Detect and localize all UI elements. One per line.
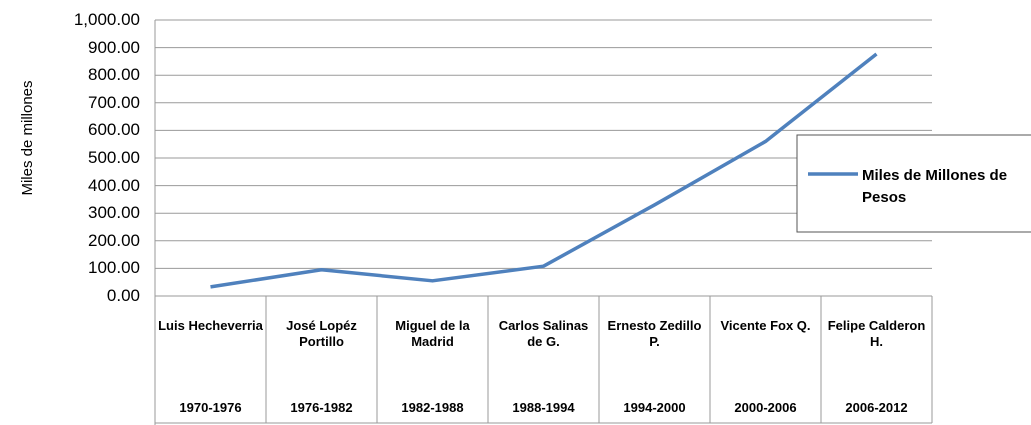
y-tick-label: 600.00: [88, 120, 140, 140]
y-tick-label: 300.00: [88, 203, 140, 223]
y-tick-label: 100.00: [88, 258, 140, 278]
legend-label: Miles de Millones de Pesos: [862, 167, 1008, 206]
x-tick-label: Luis Hecheverria: [158, 318, 263, 333]
x-tick-label: Felipe Calderon H.: [827, 318, 926, 349]
x-period-label: 1976-1982: [290, 400, 353, 415]
y-tick-label: 900.00: [88, 37, 140, 57]
y-tick-label: 700.00: [88, 92, 140, 112]
x-period-label: 1988-1994: [512, 400, 575, 415]
legend-box: [796, 134, 1031, 233]
x-tick-label: Miguel de la Madrid: [395, 318, 470, 349]
x-tick-label: Carlos Salinas de G.: [498, 318, 589, 349]
x-period-label: 1982-1988: [401, 400, 464, 415]
x-period-label: 2000-2006: [734, 400, 797, 415]
y-tick-label: 500.00: [88, 148, 140, 167]
x-period-label: 1970-1976: [179, 400, 242, 415]
x-period-label: 1994-2000: [623, 400, 686, 415]
x-tick-label: José Lopéz Portillo: [286, 318, 357, 349]
x-tick-label: Vicente Fox Q.: [720, 318, 811, 333]
y-tick-label: 400.00: [88, 175, 140, 195]
x-period-label: 2006-2012: [845, 400, 908, 415]
data-line: [210, 52, 878, 289]
y-tick-label: 200.00: [88, 230, 140, 250]
y-tick-label: 800.00: [88, 65, 140, 85]
x-tick-label: Ernesto Zedillo P.: [607, 318, 702, 349]
y-tick-label: 0.00: [106, 286, 140, 305]
y-tick-label: 1,000.00: [73, 10, 140, 29]
